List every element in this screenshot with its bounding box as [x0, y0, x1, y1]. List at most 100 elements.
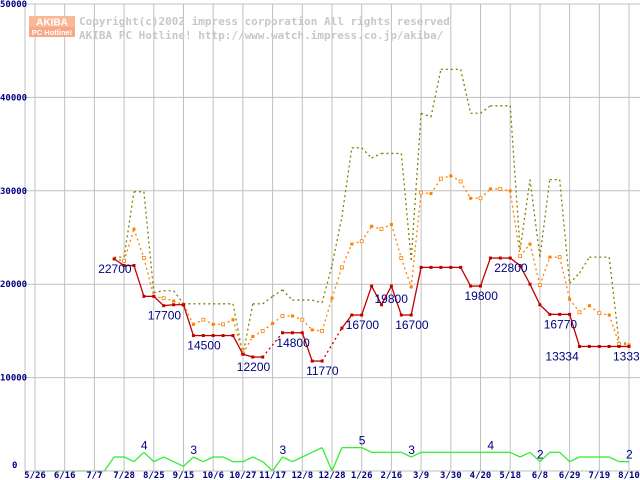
series-segment	[568, 314, 581, 347]
data-point	[409, 285, 413, 289]
series-segment	[143, 191, 155, 293]
series-segment	[242, 353, 253, 358]
data-point	[251, 335, 255, 339]
series-segment	[371, 285, 383, 306]
price-label: 17700	[148, 309, 182, 323]
data-point	[379, 227, 384, 231]
y-tick-label: 20000	[0, 280, 27, 290]
data-point	[538, 303, 542, 307]
y-tick-label: 10000	[0, 374, 27, 384]
series-min	[112, 256, 631, 363]
series-segment	[133, 451, 145, 463]
data-point	[607, 313, 611, 317]
data-point	[429, 192, 433, 196]
series-segment	[153, 295, 165, 307]
series-segment	[569, 272, 580, 284]
data-point	[330, 296, 334, 300]
data-point	[340, 326, 344, 330]
data-point	[587, 344, 591, 348]
data-point	[182, 303, 185, 307]
data-point	[350, 242, 354, 246]
series-segment	[123, 456, 135, 463]
series-segment	[153, 290, 164, 294]
data-point	[380, 303, 383, 307]
series-segment	[351, 240, 362, 245]
x-tick-label: 5/26	[24, 471, 46, 480]
series-segment	[460, 267, 472, 287]
price-label: 12200	[237, 360, 271, 374]
count-label: 3	[280, 443, 287, 457]
series-segment	[400, 153, 412, 260]
series-segment	[390, 224, 402, 259]
series-segment	[361, 447, 372, 453]
series-segment	[103, 456, 115, 472]
series-segment	[301, 319, 313, 331]
price-label: 14500	[187, 339, 221, 353]
series-segment	[460, 69, 472, 114]
x-tick-label: 12/8	[291, 471, 313, 480]
data-point	[280, 314, 285, 318]
series-segment	[509, 257, 521, 267]
series-segment	[480, 188, 491, 199]
logo-top-box	[29, 16, 75, 27]
data-point	[469, 196, 473, 200]
x-tick-label: 7/7	[86, 471, 102, 480]
series-segment	[321, 298, 333, 332]
series-segment	[539, 256, 551, 286]
series-segment	[410, 192, 422, 288]
data-point	[360, 313, 364, 317]
x-tick-label: 10/27	[229, 471, 256, 480]
data-point	[161, 296, 166, 301]
data-point	[498, 256, 502, 260]
series-segment	[123, 191, 135, 258]
series-segment	[529, 283, 541, 306]
data-point	[488, 187, 492, 191]
labels-layer: 22700 17700 14500 12200 14800 11770 16700 19800…	[98, 261, 640, 462]
data-point	[449, 265, 453, 269]
data-point	[290, 331, 294, 335]
series-segment	[262, 461, 274, 472]
y-tick-label: 0	[12, 461, 17, 471]
logo-bottom-box	[29, 27, 75, 37]
series-segment	[182, 304, 194, 325]
price-label: 14800	[276, 336, 310, 350]
series-segment	[578, 256, 590, 274]
series-segment	[173, 461, 184, 467]
data-point	[310, 328, 314, 332]
x-tick-label: 1/26	[351, 471, 373, 480]
series-segment	[410, 113, 422, 260]
count-label: 3	[190, 443, 197, 457]
data-point	[518, 254, 522, 259]
x-tick-label: 6/16	[54, 471, 76, 480]
series-segment	[410, 451, 422, 458]
x-tick-label: 7/28	[113, 471, 135, 480]
series-segment	[182, 304, 195, 336]
price-label: 13334	[545, 349, 579, 363]
x-tick-label: 6/8	[532, 471, 548, 480]
series-segment	[163, 456, 174, 463]
data-point	[429, 265, 433, 269]
y-tick-label: 40000	[0, 93, 27, 103]
data-point	[310, 359, 314, 363]
series-segment	[222, 456, 234, 463]
series-segment	[262, 332, 284, 358]
count-label: 5	[359, 434, 366, 448]
series-segment	[509, 105, 521, 250]
series-segment	[450, 175, 462, 183]
data-point	[132, 264, 136, 268]
series-segment	[312, 299, 323, 304]
data-point	[419, 265, 423, 269]
series-segment	[430, 178, 442, 194]
series-segment	[232, 303, 244, 356]
logo-top-text: AKIBA	[36, 18, 68, 29]
series-segment	[420, 112, 432, 118]
series-segment	[292, 456, 303, 463]
x-tick-label: 5/18	[499, 471, 521, 480]
count-label: 4	[487, 438, 494, 452]
data-point	[409, 313, 413, 317]
copyright-text: Copyright(c)2002 impress corporation All…	[79, 15, 450, 28]
price-label: 11770	[306, 364, 339, 378]
data-point	[112, 257, 116, 261]
